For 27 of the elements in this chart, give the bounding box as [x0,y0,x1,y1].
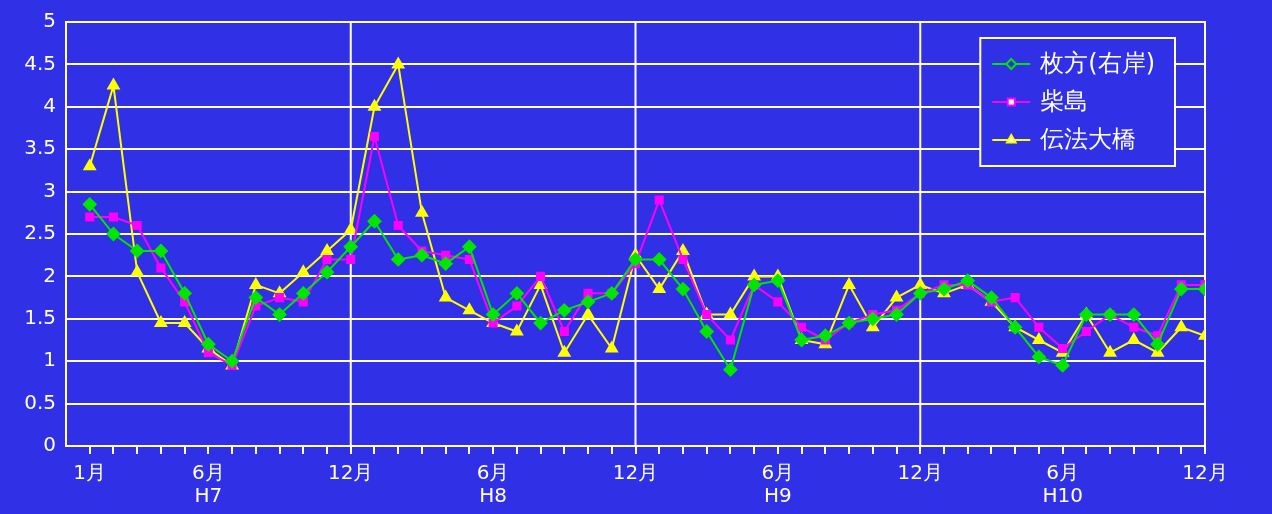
x-tick-label: 6月 [1046,460,1079,485]
x-tick-label: 12月 [612,460,659,485]
y-tick-label: 0.5 [24,389,56,414]
x-tick-label: 6月 [761,460,795,485]
text: H7 [194,483,223,508]
y-tick-label: 4.5 [24,50,56,75]
y-tick-label: 1.5 [24,305,56,329]
y-tick-label: 2.5 [24,220,56,245]
y-tick-label: 2 [43,262,56,287]
y-tick-label: 4 [43,93,56,117]
y-tick-label: 3.5 [24,135,56,160]
legend-label: 伝法大橋 [1040,125,1137,154]
x-tick-label: 6月 [192,460,225,485]
text: H9 [763,483,792,508]
y-tick-label: 3 [43,177,56,202]
x-tick-label: 1月 [73,460,107,485]
text: H10 [1042,483,1083,508]
legend-label: 柴島 [1040,87,1089,116]
x-tick-label: 12月 [1182,460,1228,485]
y-tick-label: 5 [43,8,56,33]
x-tick-label: 12月 [897,460,943,485]
legend-label: 枚方(右岸) [1039,49,1156,78]
x-tick-label: 12月 [328,460,374,485]
y-tick-label: 0 [43,432,56,457]
y-tick-label: 1 [43,347,56,372]
x-tick-label: 6月 [476,460,510,485]
text: H8 [479,483,508,508]
